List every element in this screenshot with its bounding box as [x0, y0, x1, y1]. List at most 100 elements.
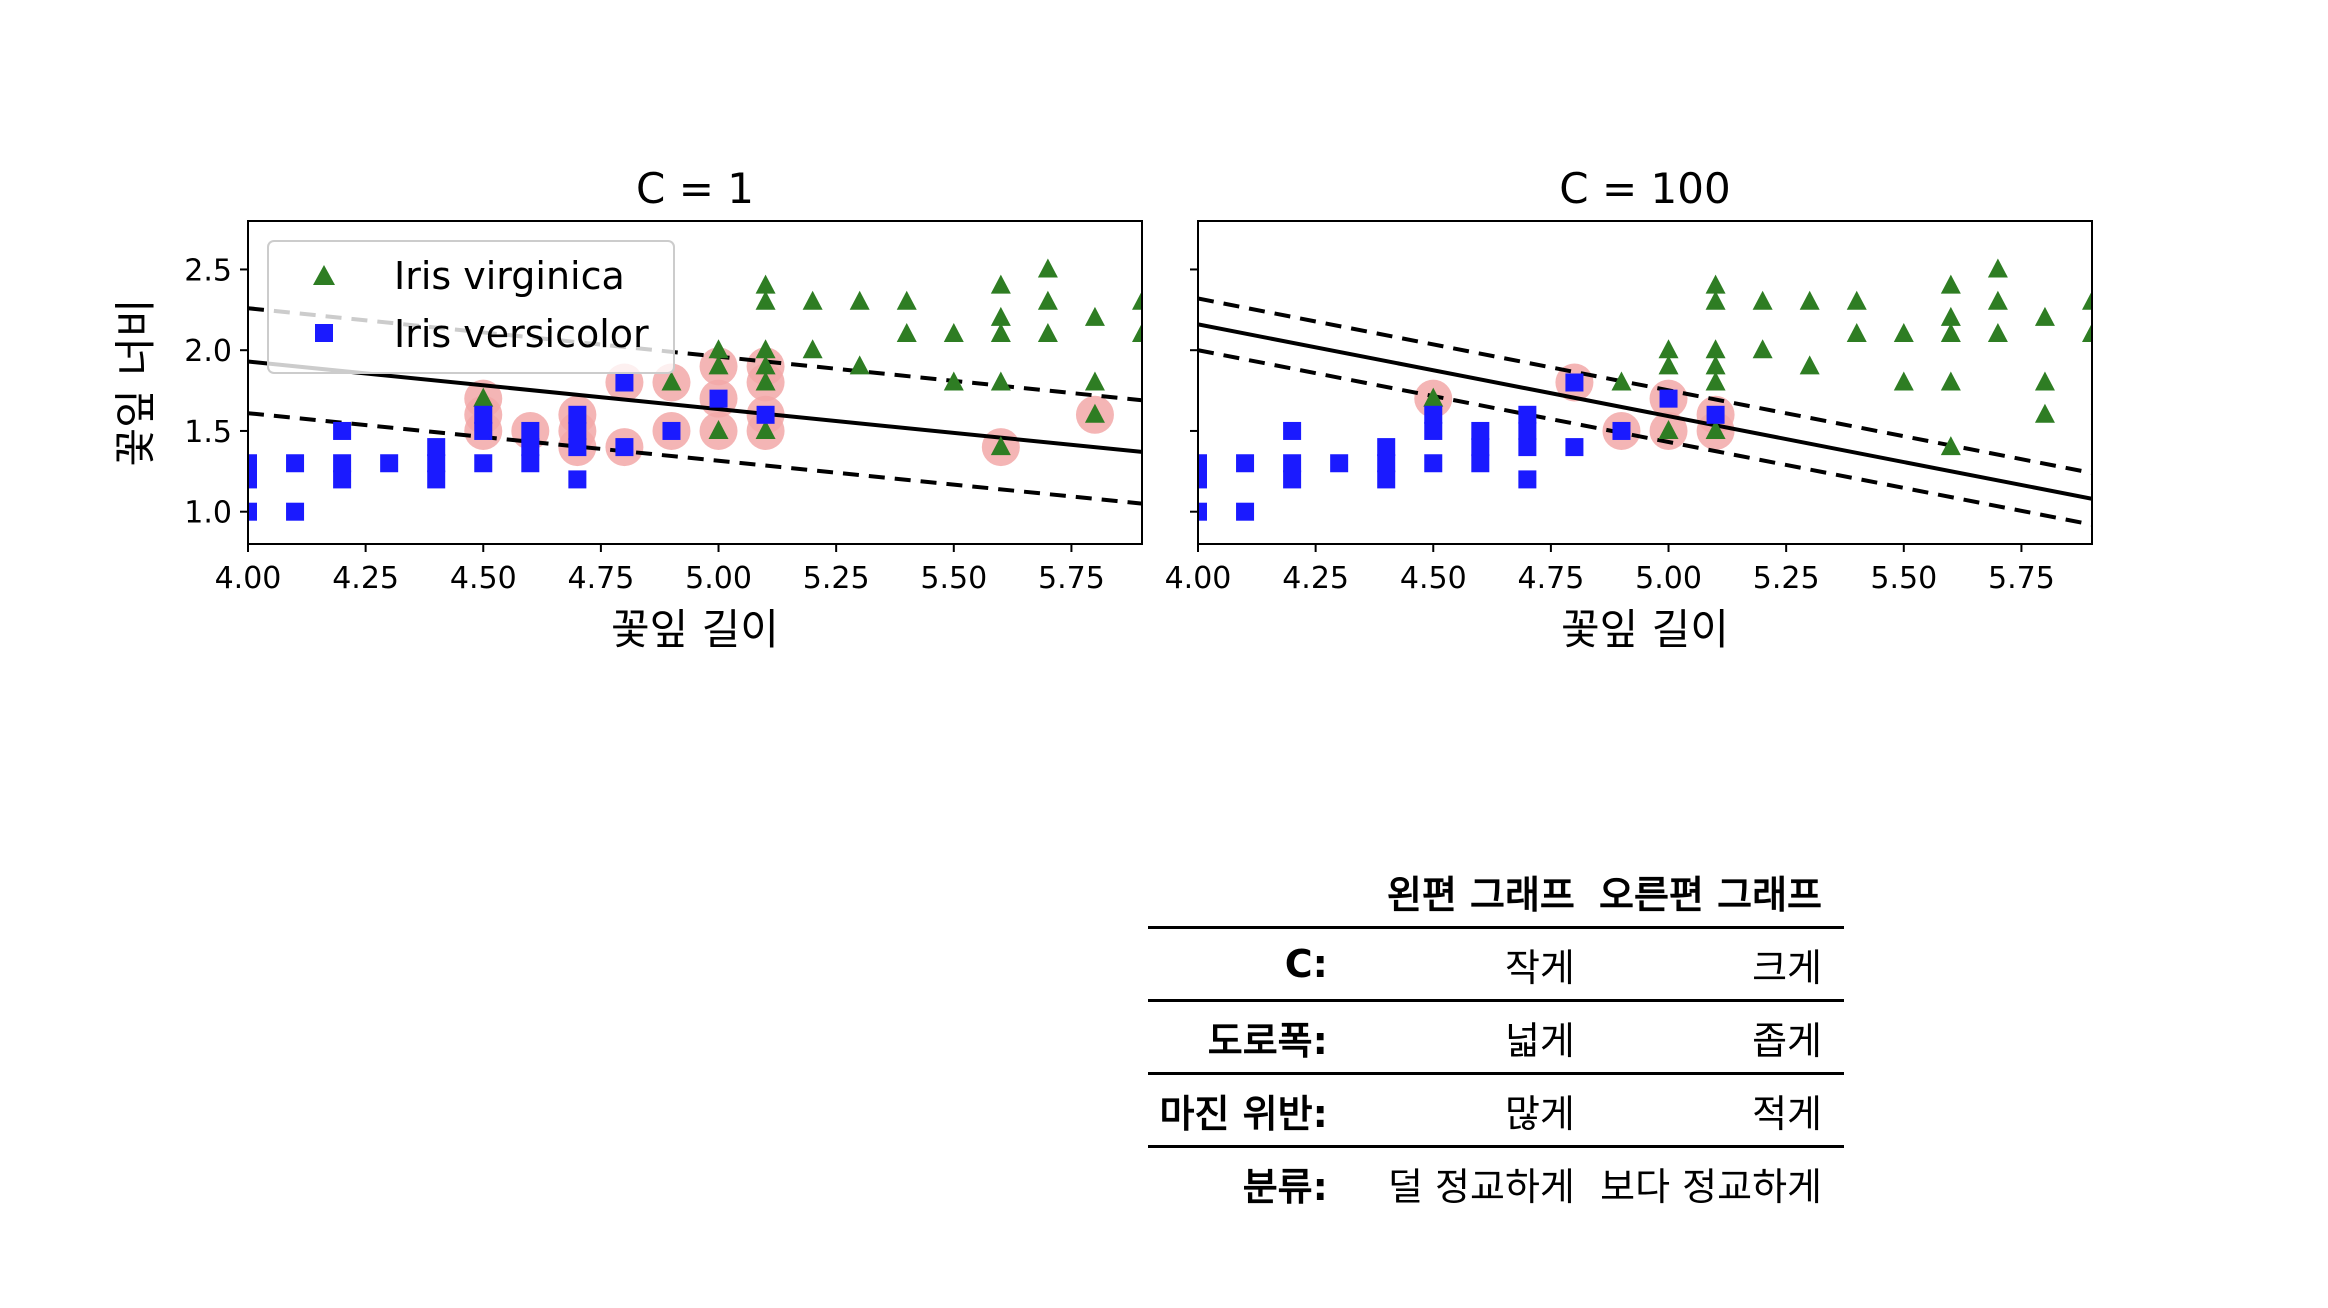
- versicolor-point: [1565, 373, 1584, 392]
- cell-c-left: 작게: [1504, 945, 1575, 990]
- axes-frame: [247, 220, 1143, 545]
- virginica-point: [1987, 290, 2008, 310]
- cell-street-width-left: 넓게: [1504, 1018, 1575, 1063]
- y-tick-label: 2.5: [184, 253, 232, 288]
- table-header-left-graph: 왼편 그래프: [1386, 872, 1575, 917]
- axes-frame: [1197, 220, 2093, 545]
- virginica-point: [896, 290, 917, 310]
- versicolor-point: [286, 502, 305, 521]
- y-tick-label: 1.5: [184, 415, 232, 450]
- cell-c-right: 크게: [1752, 945, 1822, 990]
- versicolor-point: [427, 470, 446, 489]
- versicolor-point: [1471, 421, 1490, 440]
- table-row: C: 작게 크게: [1148, 928, 1844, 1001]
- cell-classification-left: 덜 정교하게: [1388, 1164, 1575, 1209]
- virginica-point: [2034, 306, 2055, 326]
- virginica-point: [1037, 323, 1058, 343]
- cell-margin-violation-left: 많게: [1504, 1091, 1575, 1136]
- virginica-point: [1037, 258, 1058, 278]
- versicolor-point: [474, 421, 493, 440]
- decision-boundary-line: [248, 359, 1142, 454]
- table-header-row: 왼편 그래프 오른편 그래프: [1148, 856, 1844, 928]
- versicolor-point: [427, 438, 446, 457]
- virginica-point: [1132, 323, 1142, 343]
- versicolor-point: [1330, 454, 1349, 473]
- table-row: 도로폭: 넓게 좁게: [1148, 1001, 1844, 1074]
- versicolor-point: [1283, 421, 1302, 440]
- virginica-point: [1940, 436, 1961, 456]
- virginica-point: [1658, 419, 1679, 439]
- chart-title: C = 100: [1559, 164, 1730, 213]
- legend-box: [267, 240, 675, 374]
- virginica-point: [1132, 290, 1142, 310]
- legend-versicolor-marker: [315, 324, 333, 342]
- versicolor-point: [248, 502, 257, 521]
- virginica-point: [1037, 290, 1058, 310]
- versicolor-point: [568, 405, 587, 424]
- virginica-point: [708, 339, 729, 359]
- row-label-c: C:: [1284, 942, 1328, 986]
- virginica-point: [990, 371, 1011, 391]
- versicolor-point: [1377, 454, 1396, 473]
- x-tick-label: 5.00: [685, 561, 752, 596]
- versicolor-point: [615, 373, 634, 392]
- margin-upper-line: [248, 306, 1142, 403]
- virginica-point: [1705, 290, 1726, 310]
- x-tick-label: 5.25: [803, 561, 870, 596]
- virginica-point: [896, 323, 917, 343]
- x-tick-label: 4.75: [1517, 561, 1584, 596]
- x-tick-label: 5.25: [1753, 561, 1820, 596]
- legend-label: Iris virginica: [394, 254, 625, 298]
- virginica-point: [990, 274, 1011, 294]
- versicolor-point: [1706, 405, 1725, 424]
- x-tick-label: 4.25: [332, 561, 399, 596]
- legend: Iris virginica Iris versicolor: [267, 240, 675, 374]
- virginica-point: [1940, 274, 1961, 294]
- cell-margin-violation-right: 적게: [1752, 1091, 1822, 1136]
- virginica-point: [708, 355, 729, 375]
- virginica-point: [1705, 339, 1726, 359]
- versicolor-point: [1198, 470, 1207, 489]
- virginica-point: [943, 323, 964, 343]
- x-tick-label: 5.75: [1038, 561, 1105, 596]
- virginica-point: [473, 387, 494, 407]
- x-tick-label: 4.75: [567, 561, 634, 596]
- virginica-point: [990, 436, 1011, 456]
- virginica-point: [1799, 290, 1820, 310]
- table-row: 분류: 덜 정교하게 보다 정교하게: [1148, 1147, 1844, 1219]
- legend-label: Iris versicolor: [394, 312, 649, 356]
- virginica-point: [1084, 403, 1105, 423]
- row-label-classification: 분류:: [1242, 1164, 1328, 1209]
- versicolor-point: [1424, 405, 1443, 424]
- y-tick-label: 1.0: [184, 496, 232, 531]
- versicolor-point: [1518, 405, 1537, 424]
- versicolor-point: [1612, 421, 1631, 440]
- x-tick-label: 5.00: [1635, 561, 1702, 596]
- y-axis-label: 꽃잎 너비: [111, 299, 160, 467]
- y-tick-label: 2.0: [184, 334, 232, 369]
- virginica-point: [1846, 323, 1867, 343]
- row-label-street-width: 도로폭:: [1207, 1018, 1328, 1063]
- virginica-point: [755, 274, 776, 294]
- virginica-point: [755, 419, 776, 439]
- x-tick-label: 4.50: [450, 561, 517, 596]
- versicolor-point: [568, 438, 587, 457]
- comparison-table: 왼편 그래프 오른편 그래프 C: 작게 크게 도로폭: 넓게 좁게 마진 위반…: [1148, 856, 1844, 1218]
- versicolor-point: [380, 454, 399, 473]
- virginica-point: [1705, 371, 1726, 391]
- virginica-point: [2034, 403, 2055, 423]
- versicolor-point: [662, 421, 681, 440]
- versicolor-point: [1236, 502, 1255, 521]
- versicolor-point: [1424, 454, 1443, 473]
- virginica-point: [1987, 258, 2008, 278]
- versicolor-point: [1283, 454, 1302, 473]
- x-tick-label: 5.50: [1870, 561, 1937, 596]
- virginica-point: [1799, 355, 1820, 375]
- versicolor-point: [1659, 389, 1678, 408]
- virginica-point: [1893, 323, 1914, 343]
- virginica-point: [990, 306, 1011, 326]
- virginica-point: [1084, 306, 1105, 326]
- versicolor-point: [1518, 421, 1537, 440]
- versicolor-point: [521, 454, 540, 473]
- versicolor-point: [1377, 438, 1396, 457]
